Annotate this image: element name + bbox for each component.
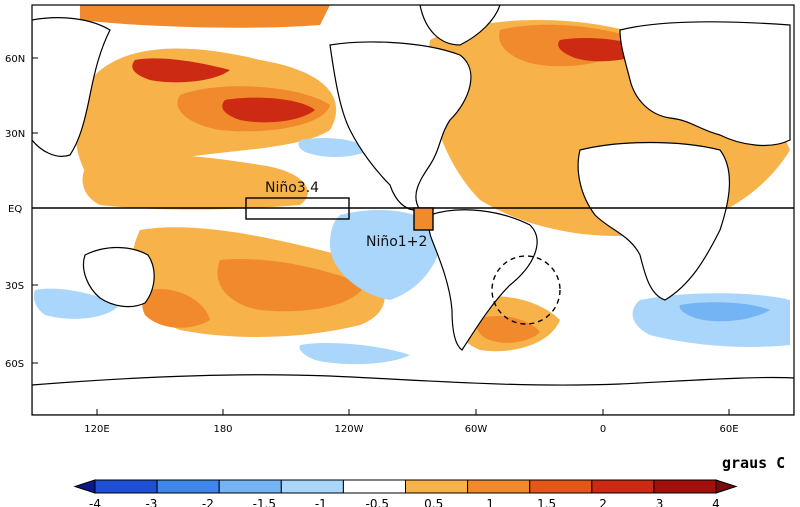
- plot-frame: [31, 4, 795, 416]
- colorbar-segment: [342, 479, 406, 494]
- lon-label-180: 180: [213, 424, 232, 435]
- lon-axis: 120E 180 120W 60W 0 60E: [84, 409, 739, 435]
- colorbar-segment: [653, 479, 717, 494]
- nino34-box: [245, 197, 350, 220]
- warm-anomaly-south-pacific-core: [217, 259, 365, 312]
- greenland-land: [419, 5, 501, 46]
- anomaly-field: [32, 5, 794, 415]
- lat-label-eq: EQ: [8, 204, 22, 215]
- lat-label-30s: 30S: [5, 281, 24, 292]
- warm-anomaly-tasman: [142, 289, 210, 328]
- colorbar-tick-label: -1.5: [253, 497, 276, 507]
- lat-label-60s: 60S: [5, 359, 24, 370]
- colorbar-units-label: graus C: [722, 454, 785, 472]
- colorbar-tick-label: -2: [202, 497, 214, 507]
- hot-anomaly-north-pacific: [222, 97, 315, 123]
- south-america-land: [428, 209, 538, 351]
- cool-anomaly-southwest-pacific: [33, 288, 121, 319]
- eurasia-land: [619, 21, 791, 146]
- colorbar: -4 -3 -2 -1.5 -1 -0.5 0.5 1 1.5 2 3 4: [73, 479, 738, 507]
- colorbar-tick-label: 1.5: [537, 497, 556, 507]
- lat-axis: 60N 30N EQ 30S 60S: [5, 54, 38, 370]
- colorbar-tick-label: -1: [315, 497, 327, 507]
- lat-label-60n: 60N: [5, 54, 25, 65]
- colorbar-tick-label: 4: [712, 497, 720, 507]
- colorbar-segment: [280, 479, 344, 494]
- cool-anomaly-south-indian-core: [679, 302, 770, 322]
- warm-anomaly-south-atlantic-core: [476, 315, 540, 343]
- cool-anomaly-southern-ocean: [299, 343, 410, 365]
- colorbar-tick-label: 0.5: [424, 497, 443, 507]
- cool-anomaly-east-pacific: [330, 210, 441, 300]
- lon-label-120e: 120E: [84, 424, 109, 435]
- warm-anomaly-west-pacific: [82, 154, 308, 210]
- warm-anomaly-arctic-pacific: [80, 5, 330, 28]
- lat-label-30n: 30N: [5, 129, 25, 140]
- colorbar-segment: [218, 479, 282, 494]
- colorbar-segment: [591, 479, 655, 494]
- lon-label-120w: 120W: [335, 424, 364, 435]
- australia-land: [82, 246, 155, 308]
- colorbar-tick-label: -0.5: [366, 497, 389, 507]
- nino12-label: Niño1+2: [366, 234, 427, 250]
- hot-anomaly-bering: [132, 58, 230, 83]
- lon-label-0: 0: [600, 424, 606, 435]
- colorbar-segment: [94, 479, 158, 494]
- colorbar-tick-label: -3: [145, 497, 157, 507]
- colorbar-tick-label: 2: [599, 497, 607, 507]
- highlight-circle: [491, 255, 561, 325]
- colorbar-segment: [529, 479, 593, 494]
- nino34-label: Niño3.4: [265, 180, 319, 196]
- colorbar-segment: [156, 479, 220, 494]
- colorbar-segment: [405, 479, 469, 494]
- colorbar-segment-left-extend: [73, 479, 96, 494]
- lon-label-60e: 60E: [719, 424, 738, 435]
- colorbar-segment-right-extend: [715, 479, 738, 494]
- asia-land: [32, 17, 111, 157]
- nino12-box: [413, 207, 434, 231]
- africa-land: [577, 141, 730, 301]
- colorbar-segment: [467, 479, 531, 494]
- lon-label-60w: 60W: [465, 424, 488, 435]
- cool-anomaly-north-atlantic: [298, 138, 370, 157]
- antarctica-land: [32, 374, 794, 415]
- north-america-land: [329, 41, 472, 211]
- colorbar-tick-label: 3: [656, 497, 664, 507]
- colorbar-tick-label: -4: [89, 497, 101, 507]
- colorbar-tick-label: 1: [486, 497, 494, 507]
